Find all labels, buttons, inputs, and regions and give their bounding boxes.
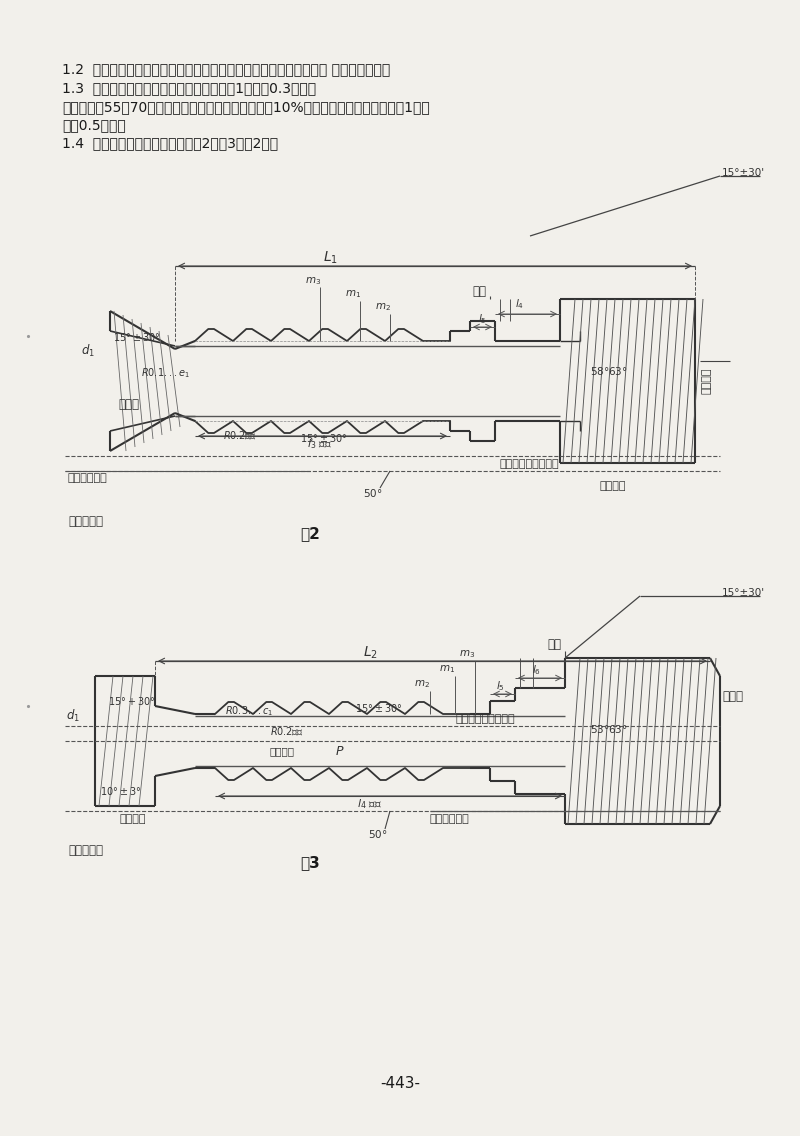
Text: $50°$: $50°$	[368, 828, 388, 840]
Text: $d_1$: $d_1$	[81, 343, 95, 359]
Text: $l_3$ 最小: $l_3$ 最小	[307, 437, 333, 451]
Text: 螺纹轴线: 螺纹轴线	[600, 481, 626, 491]
Text: $l_4$: $l_4$	[515, 298, 525, 311]
Text: $R0.3...c_1$: $R0.3...c_1$	[225, 704, 274, 718]
Text: 对于直径为55和70毫米的钢管，每批中允许有不超过10%的钢管，其允许的平直度每1米长: 对于直径为55和70毫米的钢管，每批中允许有不超过10%的钢管，其允许的平直度每…	[62, 100, 430, 114]
Text: 图3: 图3	[300, 855, 320, 870]
Text: $P$: $P$	[335, 744, 345, 758]
Text: 15°±30': 15°±30'	[722, 168, 765, 178]
Text: $53°63°$: $53°63°$	[590, 722, 628, 735]
Text: 1.4  外螺纹和内螺纹的尺寸列在图2和图3及表2中。: 1.4 外螺纹和内螺纹的尺寸列在图2和图3及表2中。	[62, 136, 278, 150]
Text: $m_2$: $m_2$	[375, 301, 391, 312]
Text: 止推凸肩: 止推凸肩	[270, 746, 295, 755]
Text: 截面的等分线: 截面的等分线	[430, 815, 470, 824]
Text: 止推凸肩: 止推凸肩	[702, 368, 712, 394]
Text: 15°±30': 15°±30'	[722, 588, 765, 598]
Text: $R0.2$最大: $R0.2$最大	[223, 429, 257, 441]
Text: $m_3$: $m_3$	[305, 275, 321, 287]
Text: 尺寸供参考: 尺寸供参考	[68, 844, 103, 858]
Text: $15°\pm30°$: $15°\pm30°$	[300, 432, 347, 444]
Text: $d_1$: $d_1$	[66, 708, 80, 724]
Text: $R0.2$最大: $R0.2$最大	[270, 725, 304, 737]
Text: 1.2  钢管的不圆度和壁厚的不均匀度不应超出钢管的内径和壁厚的最 大偏差的尺寸。: 1.2 钢管的不圆度和壁厚的不均匀度不应超出钢管的内径和壁厚的最 大偏差的尺寸。	[62, 62, 390, 76]
Text: 螺纹轴线: 螺纹轴线	[120, 815, 146, 824]
Text: 平行于螺纹轴线的线: 平行于螺纹轴线的线	[455, 715, 514, 724]
Text: $l_4$ 最小: $l_4$ 最小	[358, 797, 382, 811]
Text: $10°\pm3°$: $10°\pm3°$	[100, 785, 142, 797]
Text: -443-: -443-	[380, 1077, 420, 1092]
Text: $15°+30°$: $15°+30°$	[108, 695, 155, 707]
Text: 截面的等分线: 截面的等分线	[68, 473, 108, 483]
Text: 尺寸供参考: 尺寸供参考	[68, 515, 103, 527]
Text: 1.3  任意段的钢管长度，其允许平直度是每1米长为0.3毫米。: 1.3 任意段的钢管长度，其允许平直度是每1米长为0.3毫米。	[62, 81, 316, 95]
Text: $m_2$: $m_2$	[414, 678, 430, 690]
Text: $m_1$: $m_1$	[439, 663, 455, 675]
Text: $50°$: $50°$	[363, 487, 382, 499]
Text: $R0.1...e_1$: $R0.1...e_1$	[141, 366, 190, 379]
Text: $m_3$: $m_3$	[459, 649, 475, 660]
Text: 承推面: 承推面	[118, 398, 139, 410]
Text: $l_6$: $l_6$	[533, 663, 542, 677]
Text: 承推面: 承推面	[722, 690, 743, 702]
Text: $l_5$: $l_5$	[495, 679, 505, 693]
Text: $15°\pm30°$: $15°\pm30°$	[355, 702, 402, 715]
Text: $58°63°$: $58°63°$	[590, 365, 628, 377]
Text: $l_5$: $l_5$	[478, 312, 486, 326]
Text: 图2: 图2	[300, 526, 320, 542]
Text: 基面: 基面	[472, 284, 486, 298]
Text: 平行于螺纹轴线的线: 平行于螺纹轴线的线	[500, 459, 560, 469]
Text: 基面: 基面	[547, 637, 561, 651]
Text: 度为0.5毫米。: 度为0.5毫米。	[62, 118, 126, 132]
Text: $L_1$: $L_1$	[322, 250, 338, 266]
Text: $15°\pm30°$: $15°\pm30°$	[113, 331, 161, 343]
Text: $L_2$: $L_2$	[362, 645, 378, 661]
Text: $m_1$: $m_1$	[345, 289, 361, 300]
